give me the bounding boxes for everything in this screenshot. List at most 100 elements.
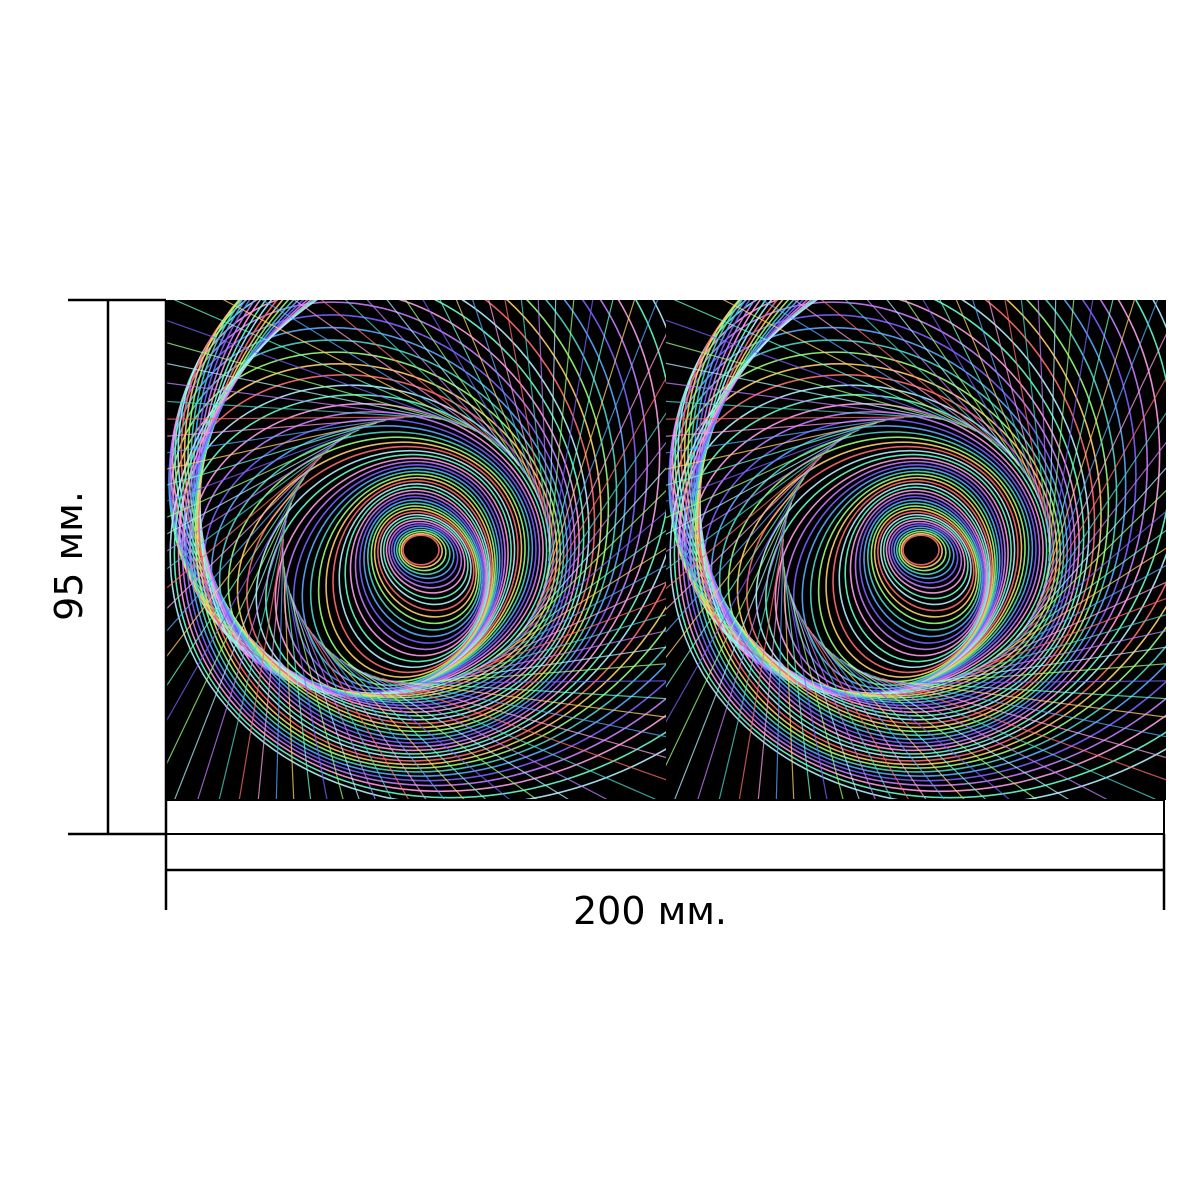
height-label: 95 мм. <box>47 491 91 621</box>
spiral-ring <box>681 300 1166 787</box>
spiral-chord <box>516 467 666 638</box>
spiral-chord <box>257 538 285 800</box>
spiral-chord <box>872 675 1166 781</box>
spiral-chord <box>666 418 895 454</box>
spiral-chord <box>545 300 614 580</box>
spiral-chord <box>488 300 545 516</box>
spiral-chord <box>793 300 993 442</box>
spiral-ring <box>888 521 963 589</box>
bleed-strip <box>165 799 1165 835</box>
spiral-chord <box>542 300 636 589</box>
spiral-chord <box>166 425 369 503</box>
spiral-ring <box>895 528 951 576</box>
spiral-chord <box>463 597 666 675</box>
spiral-chord <box>1032 377 1166 615</box>
spiral-ring <box>838 483 991 669</box>
spiral-chord <box>666 438 844 553</box>
spiral-chord <box>666 477 805 688</box>
spiral-chord <box>1003 510 1166 651</box>
spiral-ring <box>698 300 1166 759</box>
spiral-ring <box>844 486 990 663</box>
spiral-chord <box>996 529 1166 657</box>
spiral-ring <box>825 476 994 678</box>
spiral-chord <box>437 646 666 682</box>
spiral-chord <box>166 362 441 420</box>
spiral-chord <box>404 300 526 474</box>
spiral-chord <box>166 319 460 425</box>
spiral-chord <box>320 300 500 447</box>
spiral-chord <box>886 300 1020 467</box>
spiral-chord <box>696 511 790 800</box>
spiral-chord <box>761 300 985 437</box>
spiral-chord <box>364 672 659 800</box>
spiral-chord <box>666 449 829 590</box>
spiral-ring <box>188 300 666 777</box>
spiral-ring <box>692 300 1166 773</box>
spiral-ring <box>863 499 983 638</box>
spiral-chord <box>789 593 860 800</box>
spiral-ring <box>395 528 451 576</box>
spiral-ring <box>694 300 1166 769</box>
spiral-chord <box>832 653 1012 800</box>
spiral-chord <box>218 520 287 800</box>
spiral-chord <box>673 300 968 428</box>
spiral-chord <box>439 300 535 490</box>
spiral-chord <box>775 548 784 800</box>
spiral-ring <box>173 300 666 799</box>
spiral-chord <box>1036 333 1166 606</box>
spiral-chord <box>1016 467 1166 638</box>
spiral-ring <box>283 460 506 695</box>
spiral-chord <box>666 341 951 422</box>
spiral-chord <box>238 529 286 800</box>
spiral-ring <box>177 300 666 793</box>
spiral-ring <box>181 300 666 787</box>
spiral-chord <box>285 575 328 800</box>
spiral-chord <box>666 455 823 611</box>
spiral-chord <box>1027 412 1166 623</box>
spiral-ring <box>367 502 482 631</box>
spiral-ring <box>309 470 499 687</box>
spiral-chord <box>812 633 946 800</box>
spiral-ring <box>349 489 488 657</box>
spiral-ring <box>890 524 959 584</box>
spiral-chord <box>301 618 410 800</box>
spiral-chord <box>391 680 666 738</box>
spiral-chord <box>166 470 310 659</box>
width-dimension <box>164 834 1166 910</box>
spiral-chord <box>793 602 877 800</box>
spiral-chord <box>900 681 1166 718</box>
spiral-chord <box>166 416 414 420</box>
spiral-chord <box>287 584 344 800</box>
spiral-ring <box>900 532 943 569</box>
spiral-chord <box>963 597 1166 675</box>
spiral-chord <box>166 418 395 454</box>
spiral-chord <box>820 300 1000 447</box>
spiral-chord <box>1047 300 1075 562</box>
spiral-ring <box>390 524 459 584</box>
spiral-chord <box>666 425 869 503</box>
spiral-ring <box>373 508 477 618</box>
spiral-chord <box>955 614 1166 678</box>
spiral-chord <box>988 300 1045 516</box>
spiral-ring <box>867 502 982 631</box>
spiral-chord <box>722 300 977 432</box>
spiral-chord <box>839 658 1039 800</box>
spiral-ring <box>783 460 1006 695</box>
spiral-chord <box>864 672 1159 800</box>
spiral-chord <box>409 682 666 700</box>
spiral-chord <box>1045 300 1114 580</box>
spiral-ring <box>698 300 1166 762</box>
spiral-chord <box>1004 300 1047 525</box>
spiral-chord <box>666 443 836 571</box>
spiral-chord <box>946 630 1166 681</box>
spiral-chord <box>666 494 796 767</box>
spiral-ring <box>393 526 455 580</box>
spiral-ring <box>849 489 988 657</box>
spiral-chord <box>283 566 312 800</box>
spiral-chord <box>428 663 666 683</box>
spiral-chord <box>522 441 666 630</box>
spiral-chord <box>472 300 543 507</box>
spiral-chord <box>1046 300 1094 571</box>
spiral-ring <box>292 464 504 692</box>
